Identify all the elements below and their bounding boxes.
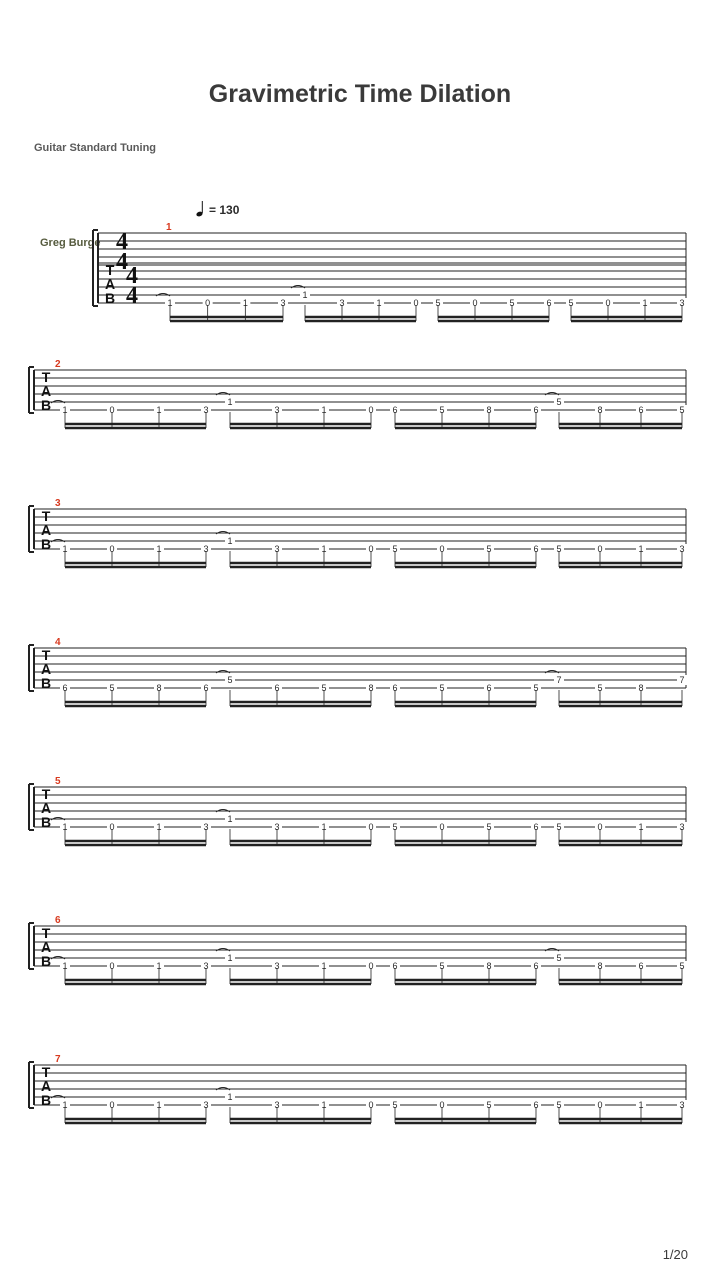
svg-text:B: B xyxy=(41,953,51,969)
sheet-page: Gravimetric Time Dilation Guitar Standar… xyxy=(0,0,720,1280)
svg-text:1: 1 xyxy=(227,536,232,546)
svg-text:B: B xyxy=(41,397,51,413)
svg-text:B: B xyxy=(105,290,115,306)
svg-text:B: B xyxy=(41,814,51,830)
tab-system: TAB1013131050565013 xyxy=(0,783,720,865)
svg-text:1: 1 xyxy=(227,814,232,824)
svg-text:1: 1 xyxy=(302,290,307,300)
tab-system: 44TAB441013131050565013 xyxy=(0,225,720,330)
tab-system: TAB1013131050565013 xyxy=(0,1061,720,1143)
svg-text:B: B xyxy=(41,675,51,691)
svg-text:7: 7 xyxy=(556,675,561,685)
page-number: 1/20 xyxy=(663,1247,688,1262)
svg-text:5: 5 xyxy=(556,397,561,407)
svg-text:B: B xyxy=(41,536,51,552)
tab-system: TAB1013131065865865 xyxy=(0,922,720,1004)
svg-text:7: 7 xyxy=(679,675,684,685)
svg-text:B: B xyxy=(41,1092,51,1108)
tab-system: TAB1013131050565013 xyxy=(0,505,720,587)
svg-text:5: 5 xyxy=(227,675,232,685)
page-title: Gravimetric Time Dilation xyxy=(0,80,720,109)
svg-text:1: 1 xyxy=(227,397,232,407)
tempo-marking: = 130 xyxy=(195,200,239,218)
svg-text:5: 5 xyxy=(556,953,561,963)
svg-text:1: 1 xyxy=(227,1092,232,1102)
tab-system: TAB6586565865657587 xyxy=(0,644,720,726)
tempo-value: = 130 xyxy=(209,203,239,217)
tab-system: TAB1013131065865865 xyxy=(0,366,720,448)
tuning-label: Guitar Standard Tuning xyxy=(34,142,156,154)
svg-text:4: 4 xyxy=(126,283,138,309)
quarter-note-icon xyxy=(195,200,207,218)
svg-text:1: 1 xyxy=(227,953,232,963)
